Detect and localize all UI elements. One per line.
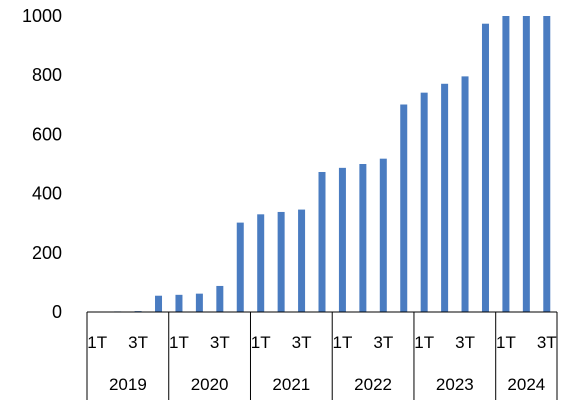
y-tick-label: 0 [52, 302, 62, 322]
y-axis-ticks: 0 200 400 600 800 1000 [22, 6, 62, 322]
year-label: 2023 [436, 375, 474, 394]
bar [481, 23, 489, 312]
x-tick-label: 1T [87, 333, 107, 352]
x-tick-label: 3T [210, 333, 230, 352]
bar [277, 211, 285, 312]
x-tick-label: 3T [292, 333, 312, 352]
x-tick-label: 1T [251, 333, 271, 352]
year-label: 2019 [109, 375, 147, 394]
year-label: 2022 [354, 375, 392, 394]
x-tick-label: 1T [169, 333, 189, 352]
y-tick-label: 200 [32, 243, 62, 263]
y-tick-label: 1000 [22, 6, 62, 26]
bar [420, 92, 428, 312]
bar [543, 16, 551, 312]
bars [114, 16, 551, 312]
year-label: 2021 [272, 375, 310, 394]
x-tick-label: 1T [333, 333, 353, 352]
bar [155, 295, 163, 312]
x-tick-label: 1T [414, 333, 434, 352]
x-tick-label: 1T [496, 333, 516, 352]
y-tick-label: 800 [32, 65, 62, 85]
bar [522, 16, 530, 312]
bar [257, 214, 265, 312]
y-tick-label: 400 [32, 184, 62, 204]
bar [379, 158, 387, 312]
x-axis-year-groups: 2019 2020 2021 2022 2023 2024 [86, 312, 558, 400]
x-tick-label: 3T [128, 333, 148, 352]
bar [359, 164, 367, 312]
x-tick-label: 3T [373, 333, 393, 352]
bar [216, 285, 224, 312]
y-tick-label: 600 [32, 124, 62, 144]
bar [441, 83, 449, 312]
bar [175, 294, 183, 312]
x-axis-quarter-ticks: 1T 3T 1T 3T 1T 3T 1T 3T 1T 3T 1T 3T [87, 333, 556, 352]
bar [400, 104, 408, 312]
year-label: 2024 [507, 375, 545, 394]
bar [461, 76, 469, 312]
bar [195, 293, 203, 312]
bar [236, 222, 244, 312]
year-label: 2020 [191, 375, 229, 394]
bar [318, 171, 326, 312]
x-tick-label: 3T [537, 333, 557, 352]
x-tick-label: 3T [455, 333, 475, 352]
bar [502, 16, 510, 312]
bar [298, 209, 306, 312]
bar [338, 167, 346, 312]
